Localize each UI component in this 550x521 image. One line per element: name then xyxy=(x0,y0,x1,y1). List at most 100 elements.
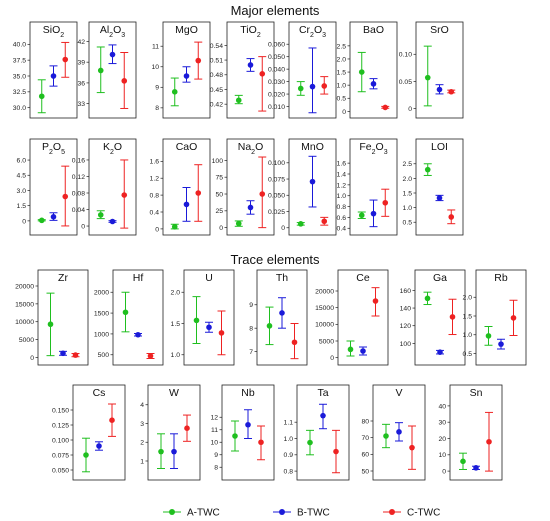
panel-rb: Rb 0.5 1.0 1.5 2.0 xyxy=(463,269,527,366)
panel-cao: CaO 0 0.4 0.8 1.2 1.6 xyxy=(150,138,211,236)
mean-point-c-twc xyxy=(449,314,456,320)
error-bar-b-twc xyxy=(435,194,444,202)
y-tick-label: 9 xyxy=(155,85,159,92)
y-tick-label: 2.0 xyxy=(337,56,347,63)
error-bar-b-twc xyxy=(472,465,480,471)
panel-bao: BaO 0 0.5 1.0 1.5 2.0 2.5 xyxy=(337,21,398,119)
y-tick-label: 20 xyxy=(438,436,446,443)
panel-ta: Ta 0.8 0.9 1.0 1.1 xyxy=(284,384,350,481)
panel-title: Cs xyxy=(93,387,106,399)
legend-marker xyxy=(169,509,175,515)
y-tick-label: 1000 xyxy=(94,331,109,338)
panel-ce: Ce 0 5000 10000 15000 20000 xyxy=(315,269,389,366)
y-tick-label: 0.8 xyxy=(150,193,160,200)
error-bar-b-twc xyxy=(95,441,103,451)
y-tick-label: 1.5 xyxy=(403,190,413,197)
y-tick-label: 0.45 xyxy=(210,87,223,94)
panel-title: LOI xyxy=(431,141,448,153)
error-bar-c-twc xyxy=(320,216,329,226)
y-tick-label: 1.2 xyxy=(337,182,347,189)
error-bar-b-twc xyxy=(369,78,378,90)
mean-point-c-twc xyxy=(448,214,455,220)
y-tick-label: 11 xyxy=(211,427,218,434)
y-tick-label: 42 xyxy=(77,39,85,46)
mean-point-a-twc xyxy=(38,217,45,224)
error-bar-c-twc xyxy=(61,165,70,227)
panel-nb: Nb 8 9 10 11 12 xyxy=(210,384,275,481)
y-tick-label: 1.0 xyxy=(463,332,473,339)
mean-point-b-twc xyxy=(96,443,102,449)
panel-title: SiO2 xyxy=(43,24,65,39)
error-bar-c-twc xyxy=(448,298,457,336)
y-tick-label: 0.5 xyxy=(463,351,473,358)
legend-item-c-twc: C-TWC xyxy=(383,508,440,519)
mean-point-c-twc xyxy=(184,425,190,431)
error-bar-b-twc xyxy=(246,58,255,72)
mean-point-c-twc xyxy=(62,193,69,200)
panel-ga: Ga 100 120 140 160 xyxy=(400,269,466,366)
error-bar-b-twc xyxy=(182,187,191,222)
error-bar-c-twc xyxy=(61,41,70,78)
error-bar-b-twc xyxy=(108,44,117,65)
mean-point-b-twc xyxy=(436,86,443,93)
y-tick-label: 1500 xyxy=(94,310,109,317)
mean-point-c-twc xyxy=(258,439,264,446)
y-tick-label: 20000 xyxy=(15,283,34,290)
mean-point-b-twc xyxy=(245,421,251,428)
mean-point-a-twc xyxy=(235,220,242,227)
legend-marker xyxy=(389,509,395,515)
y-tick-label: 9 xyxy=(214,452,218,459)
y-tick-label: 37.5 xyxy=(13,58,26,65)
panel-sro: SrO 0 0.05 0.10 xyxy=(399,21,464,119)
y-tick-label: 8 xyxy=(155,105,159,112)
panel-zr: Zr 0 5000 10000 15000 20000 xyxy=(15,269,89,366)
mean-point-a-twc xyxy=(193,317,200,324)
error-bar-c-twc xyxy=(381,188,390,217)
y-tick-label: 39 xyxy=(77,60,85,67)
y-tick-label: 12 xyxy=(210,415,218,422)
panel-sio2: SiO2 30.0 32.5 35.0 37.5 40.0 xyxy=(13,21,78,119)
y-tick-label: 0.04 xyxy=(72,207,85,214)
mean-point-a-twc xyxy=(235,97,242,104)
error-bar-b-twc xyxy=(244,409,252,439)
mean-point-b-twc xyxy=(183,73,190,79)
mean-point-c-twc xyxy=(291,339,298,346)
mean-point-a-twc xyxy=(47,321,54,328)
panel-frame xyxy=(415,21,464,119)
mean-point-b-twc xyxy=(171,448,177,455)
mean-point-a-twc xyxy=(266,323,273,329)
error-bar-a-twc xyxy=(37,79,46,114)
y-tick-label: 1.5 xyxy=(17,203,27,210)
error-bar-c-twc xyxy=(71,352,80,358)
y-tick-label: 8 xyxy=(214,465,218,472)
y-tick-label: 2 xyxy=(140,440,144,447)
panel-title: Th xyxy=(276,272,288,284)
error-bar-a-twc xyxy=(423,291,432,306)
mean-point-b-twc xyxy=(436,195,443,201)
panel-title: U xyxy=(205,272,213,284)
panel-frame xyxy=(88,21,137,119)
panel-title: TiO2 xyxy=(240,24,261,39)
error-bar-b-twc xyxy=(49,65,58,87)
panel-title: Na2O xyxy=(238,141,264,156)
mean-point-a-twc xyxy=(297,85,304,92)
error-bar-c-twc xyxy=(120,159,129,229)
y-tick-label: 0.010 xyxy=(268,104,285,111)
legend-label: C-TWC xyxy=(407,508,440,519)
y-tick-label: 0.9 xyxy=(284,452,294,459)
panel-th: Th 7 8 9 xyxy=(249,269,308,366)
y-tick-label: 4 xyxy=(140,402,144,409)
mean-point-b-twc xyxy=(309,83,316,90)
mean-point-c-twc xyxy=(72,352,79,358)
y-tick-label: 1.0 xyxy=(337,83,347,90)
error-bar-c-twc xyxy=(217,310,226,356)
error-bar-c-twc xyxy=(332,429,340,474)
y-tick-label: 2.0 xyxy=(463,295,473,302)
error-bar-b-twc xyxy=(308,47,317,114)
panel-u: U 1.0 1.5 2.0 xyxy=(171,269,235,366)
error-bar-b-twc xyxy=(436,349,444,355)
y-tick-label: 1.2 xyxy=(150,176,160,183)
mean-point-a-twc xyxy=(122,309,129,316)
error-bar-b-twc xyxy=(246,200,255,215)
mean-point-b-twc xyxy=(50,73,57,79)
